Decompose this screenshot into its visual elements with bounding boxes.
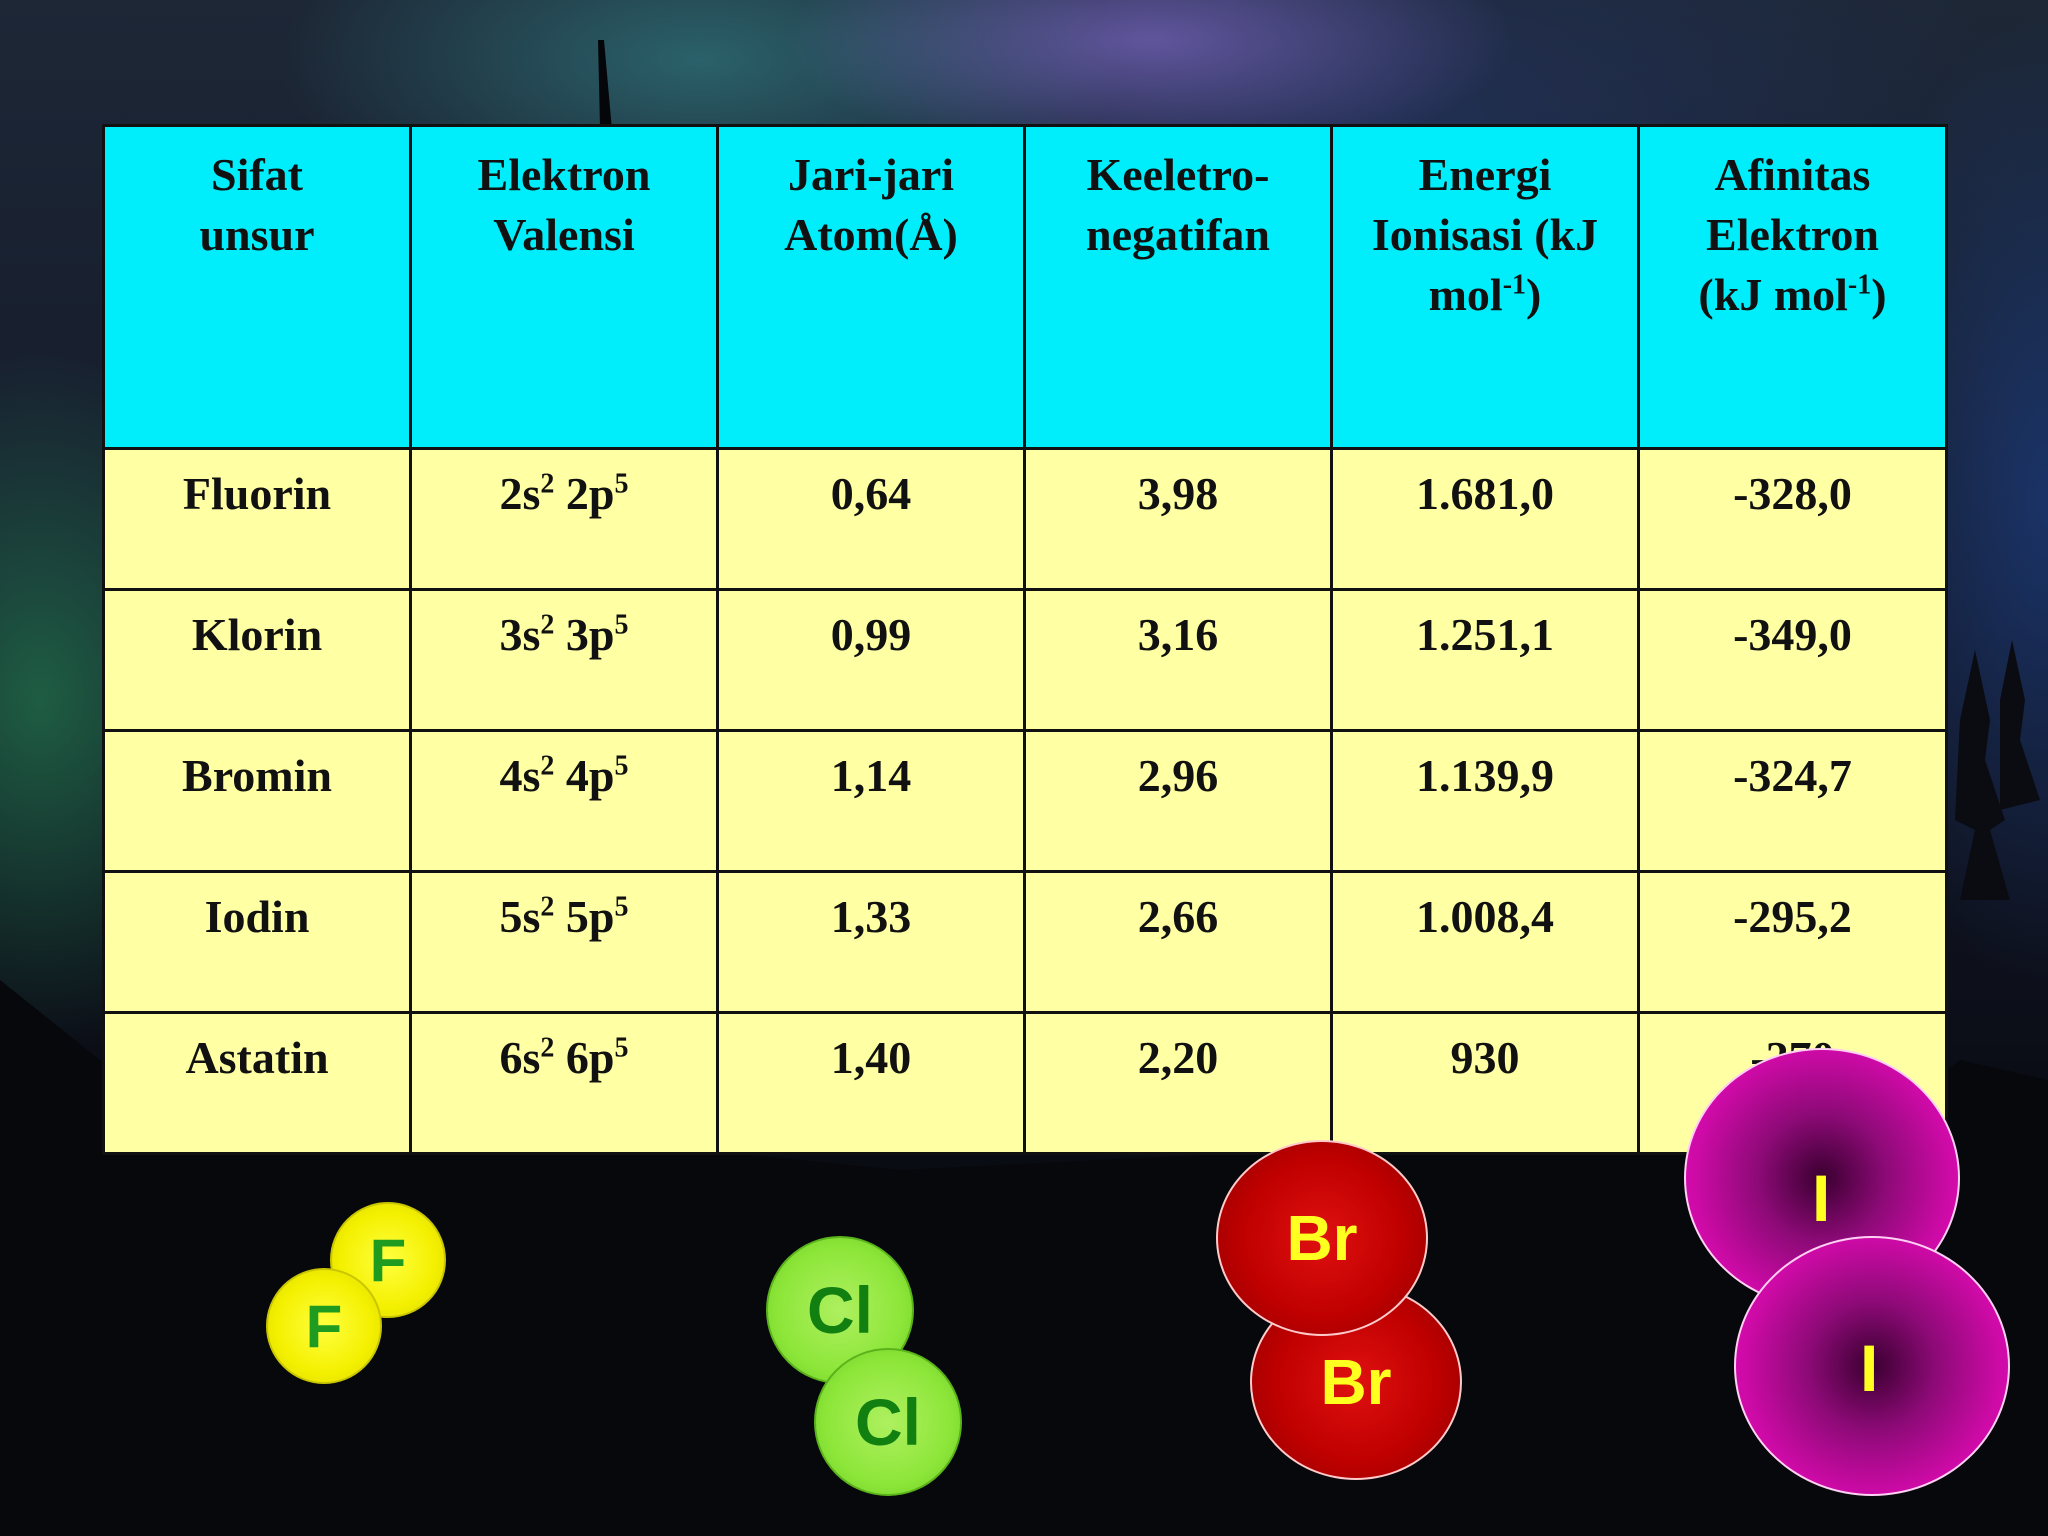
cell-valensi: 2s2 2p5	[409, 447, 719, 591]
orbital-p-count: 5	[614, 750, 629, 782]
table-row-fluorin: Fluorin 2s2 2p5 0,64 3,98 1.681,0 -328,0	[102, 447, 1948, 591]
cell-energi-ionisasi: 1.139,9	[1330, 729, 1640, 873]
cell-unsur: Astatin	[102, 1011, 412, 1155]
orbital-p-count: 5	[614, 891, 629, 923]
header-line: Ionisasi (kJ	[1371, 209, 1599, 260]
header-line: unsur	[199, 209, 315, 260]
cell-keelektronegatifan: 2,66	[1023, 870, 1333, 1014]
chlorine-atom-label: Cl	[807, 1273, 873, 1347]
header-unit-end: )	[1526, 269, 1542, 320]
header-unit: mol	[1428, 269, 1503, 320]
chlorine-atom-2: Cl	[814, 1348, 962, 1496]
cell-valensi: 3s2 3p5	[409, 588, 719, 732]
bromine-atom-1: Br	[1216, 1140, 1428, 1336]
fluorine-atom-label: F	[369, 1226, 407, 1294]
header-line: negatifan	[1086, 209, 1270, 260]
cell-energi-ionisasi: 1.681,0	[1330, 447, 1640, 591]
header-line: Jari-jari	[787, 149, 955, 200]
cell-valensi: 4s2 4p5	[409, 729, 719, 873]
header-line: Atom(Å)	[784, 209, 958, 260]
orbital-s-count: 2	[540, 750, 555, 782]
orbital-s-count: 2	[540, 468, 555, 500]
cell-jari-jari: 1,33	[716, 870, 1026, 1014]
cell-energi-ionisasi: 930	[1330, 1011, 1640, 1155]
header-line: mol-1)	[1339, 265, 1631, 325]
orbital-p-count: 5	[614, 609, 629, 641]
orbital-p: 5p	[554, 891, 615, 942]
orbital-s-count: 2	[540, 1032, 555, 1064]
orbital-p-count: 5	[614, 1032, 629, 1064]
header-unit: (kJ mol	[1698, 269, 1848, 320]
orbital-p: 2p	[554, 468, 615, 519]
orbital-s: 2s	[499, 468, 541, 519]
iodine-atom-2: I	[1734, 1236, 2010, 1496]
orbital-p: 4p	[554, 750, 615, 801]
fluorine-atom-2: F	[266, 1268, 382, 1384]
cell-unsur: Fluorin	[102, 447, 412, 591]
header-line: Sifat	[211, 149, 303, 200]
header-keelektronegatifan: Keeletro- negatifan	[1023, 124, 1333, 450]
bromine-atom-label: Br	[1320, 1346, 1392, 1418]
orbital-s: 4s	[499, 750, 541, 801]
cell-valensi: 5s2 5p5	[409, 870, 719, 1014]
header-line: Afinitas	[1714, 149, 1871, 200]
orbital-s-count: 2	[540, 609, 555, 641]
cell-keelektronegatifan: 2,96	[1023, 729, 1333, 873]
iodine-atom-label: I	[1812, 1161, 1831, 1235]
cell-jari-jari: 1,40	[716, 1011, 1026, 1155]
orbital-s: 6s	[499, 1032, 541, 1083]
fluorine-atom-1: F	[330, 1202, 446, 1318]
table-header-row: Sifat unsur Elektron Valensi Jari-jari A…	[102, 124, 1948, 450]
cell-afinitas: -295,2	[1637, 870, 1948, 1014]
cell-valensi: 6s2 6p5	[409, 1011, 719, 1155]
orbital-p: 3p	[554, 609, 615, 660]
header-sifat-unsur: Sifat unsur	[102, 124, 412, 450]
orbital-s-count: 2	[540, 891, 555, 923]
header-line: (kJ mol-1)	[1646, 265, 1939, 325]
iodine-atom-label: I	[1860, 1331, 1879, 1405]
cell-energi-ionisasi: 1.008,4	[1330, 870, 1640, 1014]
cell-jari-jari: 0,99	[716, 588, 1026, 732]
header-line: Elektron	[477, 149, 651, 200]
orbital-p-count: 5	[614, 468, 629, 500]
header-line: Keeletro-	[1086, 149, 1270, 200]
cell-unsur: Bromin	[102, 729, 412, 873]
cell-afinitas: -328,0	[1637, 447, 1948, 591]
table-row-bromin: Bromin 4s2 4p5 1,14 2,96 1.139,9 -324,7	[102, 729, 1948, 873]
cell-keelektronegatifan: 2,20	[1023, 1011, 1333, 1155]
cell-unsur: Klorin	[102, 588, 412, 732]
cell-afinitas: -349,0	[1637, 588, 1948, 732]
header-line: Energi	[1418, 149, 1552, 200]
cell-jari-jari: 1,14	[716, 729, 1026, 873]
header-unit-superscript: -1	[1502, 269, 1527, 301]
cell-keelektronegatifan: 3,16	[1023, 588, 1333, 732]
halogen-properties-table: Sifat unsur Elektron Valensi Jari-jari A…	[102, 124, 1948, 1155]
table-row-klorin: Klorin 3s2 3p5 0,99 3,16 1.251,1 -349,0	[102, 588, 1948, 732]
orbital-s: 5s	[499, 891, 541, 942]
orbital-p: 6p	[554, 1032, 615, 1083]
bromine-atom-label: Br	[1286, 1202, 1358, 1274]
cell-afinitas: -324,7	[1637, 729, 1948, 873]
table-row-astatin: Astatin 6s2 6p5 1,40 2,20 930 -270	[102, 1011, 1948, 1155]
header-line: Valensi	[493, 209, 635, 260]
fluorine-atom-label: F	[305, 1292, 343, 1360]
cell-keelektronegatifan: 3,98	[1023, 447, 1333, 591]
header-unit-end: )	[1871, 269, 1887, 320]
header-jari-jari-atom: Jari-jari Atom(Å)	[716, 124, 1026, 450]
cell-unsur: Iodin	[102, 870, 412, 1014]
header-afinitas-elektron: Afinitas Elektron (kJ mol-1)	[1637, 124, 1948, 450]
cell-jari-jari: 0,64	[716, 447, 1026, 591]
table-row-iodin: Iodin 5s2 5p5 1,33 2,66 1.008,4 -295,2	[102, 870, 1948, 1014]
header-elektron-valensi: Elektron Valensi	[409, 124, 719, 450]
header-line: Elektron	[1706, 209, 1879, 260]
header-unit-superscript: -1	[1847, 269, 1872, 301]
orbital-s: 3s	[499, 609, 541, 660]
chlorine-atom-label: Cl	[855, 1385, 921, 1459]
header-energi-ionisasi: Energi Ionisasi (kJ mol-1)	[1330, 124, 1640, 450]
cell-energi-ionisasi: 1.251,1	[1330, 588, 1640, 732]
